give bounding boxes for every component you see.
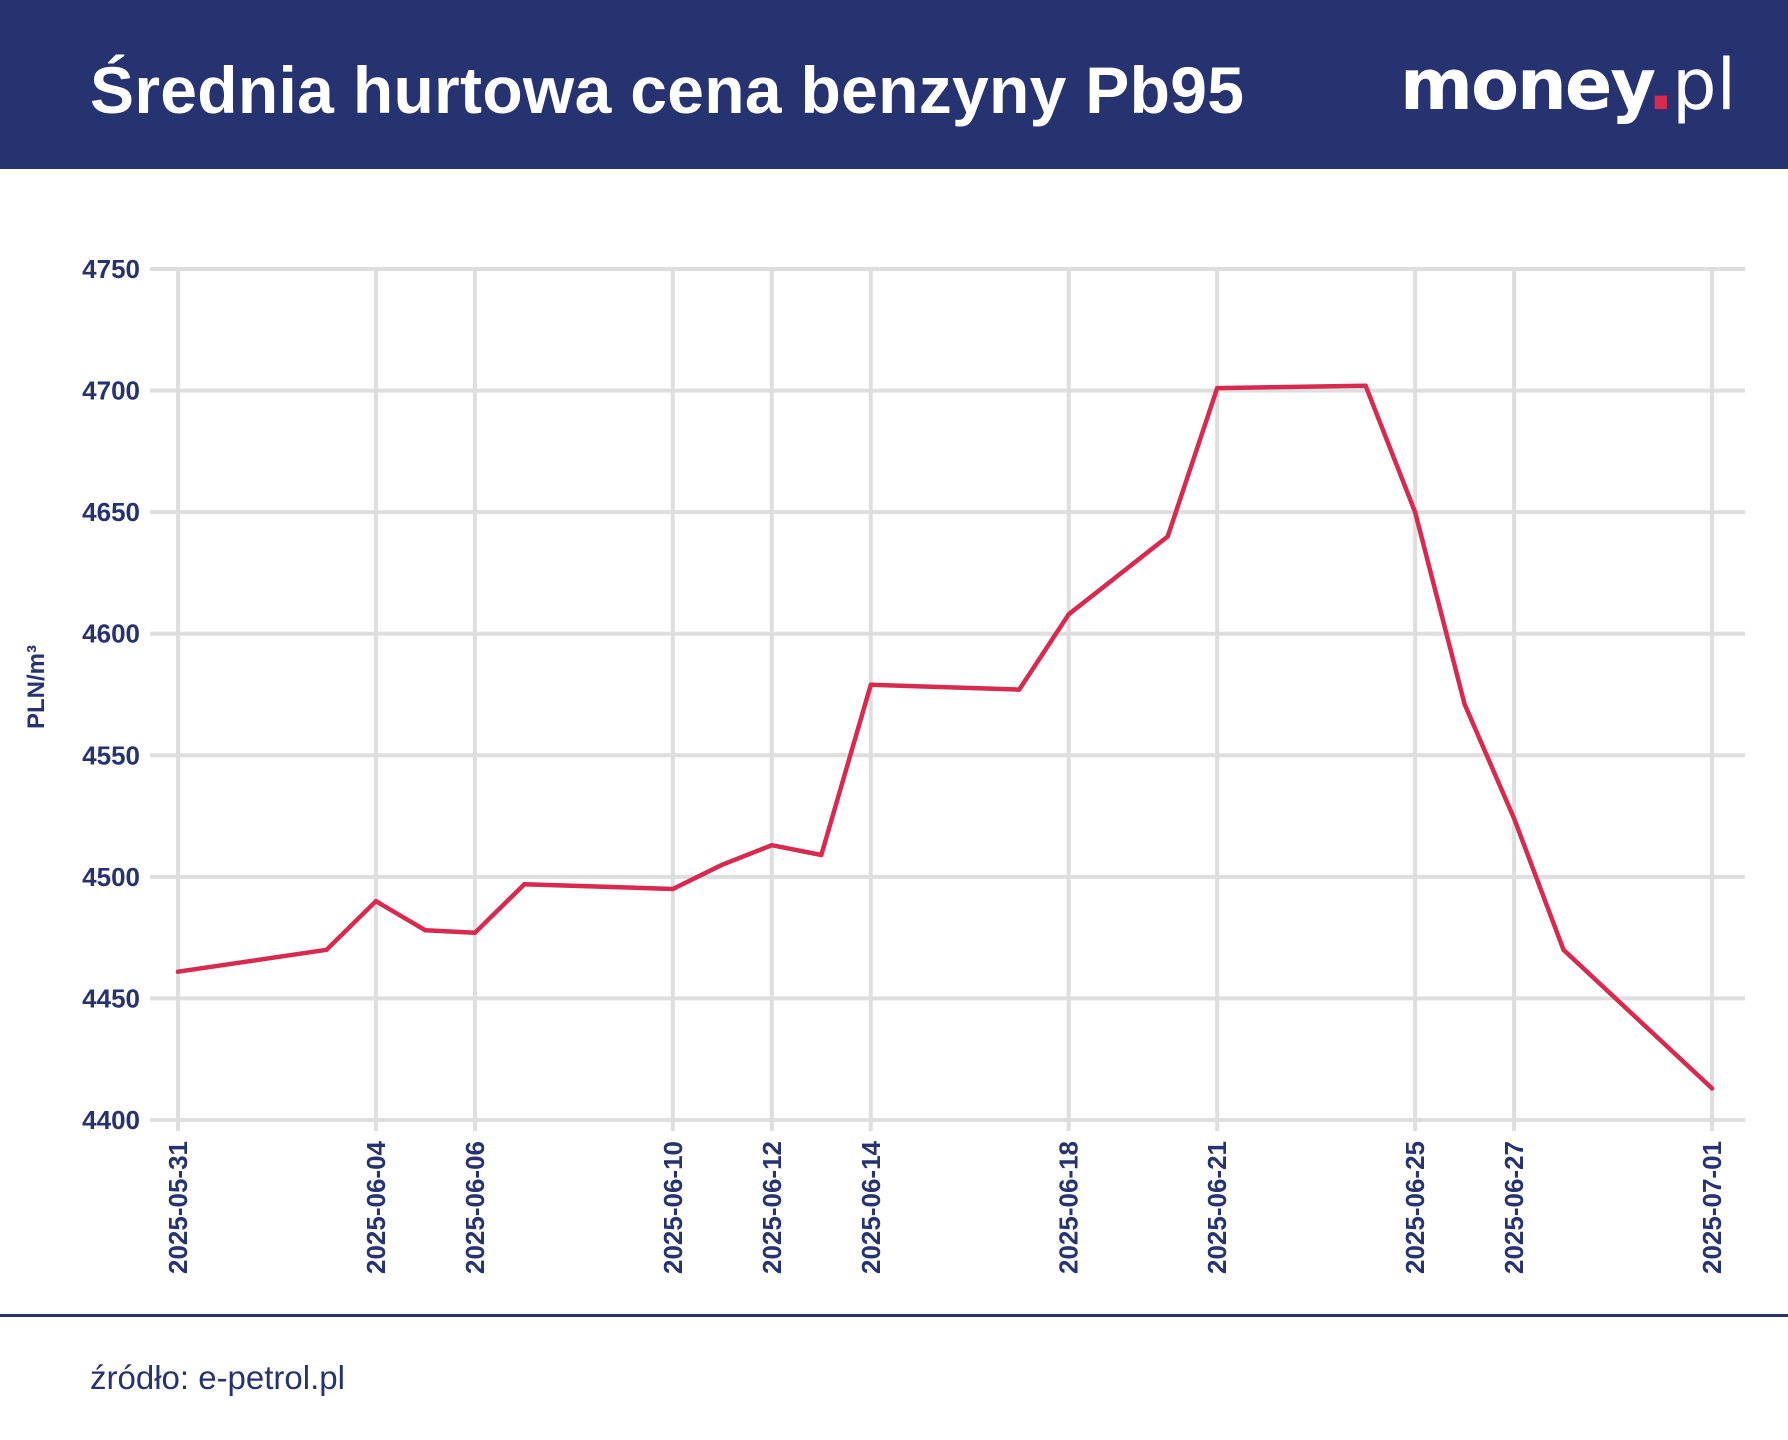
data-point <box>1363 383 1368 388</box>
data-point <box>670 886 676 892</box>
source-note: źródło: e-petrol.pl <box>90 1359 345 1396</box>
data-point <box>175 969 181 974</box>
header-banner: Średnia hurtowa cena benzyny Pb95 money.… <box>0 0 1788 169</box>
y-tick-label: 4600 <box>82 619 140 649</box>
x-tick-label: 2025-06-14 <box>856 1140 886 1274</box>
y-axis-ticks: 4400 4450 4500 4550 4600 4650 4700 4750 <box>82 254 140 1135</box>
logo-dot: . <box>1647 44 1675 126</box>
x-tick-label: 2025-05-31 <box>163 1141 193 1274</box>
y-tick-label: 4500 <box>82 862 140 892</box>
x-tick-label: 2025-06-21 <box>1202 1141 1232 1274</box>
x-tick-label: 2025-06-06 <box>460 1141 490 1274</box>
series-layer <box>175 383 1715 1091</box>
x-tick-label: 2025-06-10 <box>658 1141 688 1274</box>
x-tick-label: 2025-06-25 <box>1400 1141 1430 1274</box>
data-point <box>819 852 824 858</box>
data-point <box>1066 612 1071 617</box>
data-point <box>472 930 478 935</box>
data-point <box>423 928 428 933</box>
data-point <box>1709 1086 1715 1091</box>
data-point <box>769 843 775 848</box>
grid-lines <box>150 267 1745 1131</box>
y-tick-label: 4400 <box>82 1105 140 1135</box>
data-point <box>1561 947 1566 952</box>
x-axis-ticks: 2025-05-31 2025-06-04 2025-06-06 2025-06-10… <box>163 1140 1727 1274</box>
data-point <box>1017 687 1022 692</box>
data-point <box>522 881 527 887</box>
y-tick-label: 4650 <box>82 497 140 527</box>
data-point <box>1165 534 1170 539</box>
money-pl-logo: money.pl <box>1400 35 1736 135</box>
y-tick-label: 4700 <box>82 376 140 406</box>
data-point <box>324 947 329 952</box>
series-line <box>175 383 1715 1091</box>
data-point <box>373 898 379 904</box>
x-tick-label: 2025-06-27 <box>1499 1141 1529 1274</box>
logo-main: money <box>1400 44 1650 126</box>
data-point <box>1412 509 1418 515</box>
logo-suffix: pl <box>1672 44 1737 126</box>
x-tick-label: 2025-07-01 <box>1697 1141 1727 1274</box>
data-point <box>1214 385 1220 391</box>
x-tick-label: 2025-06-12 <box>757 1141 787 1274</box>
data-point <box>720 862 725 867</box>
x-tick-label: 2025-06-18 <box>1054 1141 1084 1274</box>
y-axis-label: PLN/m³ <box>23 645 50 729</box>
x-tick-label: 2025-06-04 <box>361 1140 391 1274</box>
y-tick-label: 4550 <box>82 740 140 770</box>
y-tick-label: 4450 <box>82 983 140 1013</box>
y-tick-label: 4750 <box>82 254 140 284</box>
data-point <box>1462 702 1467 707</box>
chart-title: Średnia hurtowa cena benzyny Pb95 <box>90 53 1245 127</box>
line-chart: 4400 4450 4500 4550 4600 4650 4700 4750 2025-05… <box>23 254 1745 1274</box>
data-point <box>1511 816 1517 821</box>
data-point <box>868 682 873 687</box>
footer-divider <box>0 1314 1788 1317</box>
